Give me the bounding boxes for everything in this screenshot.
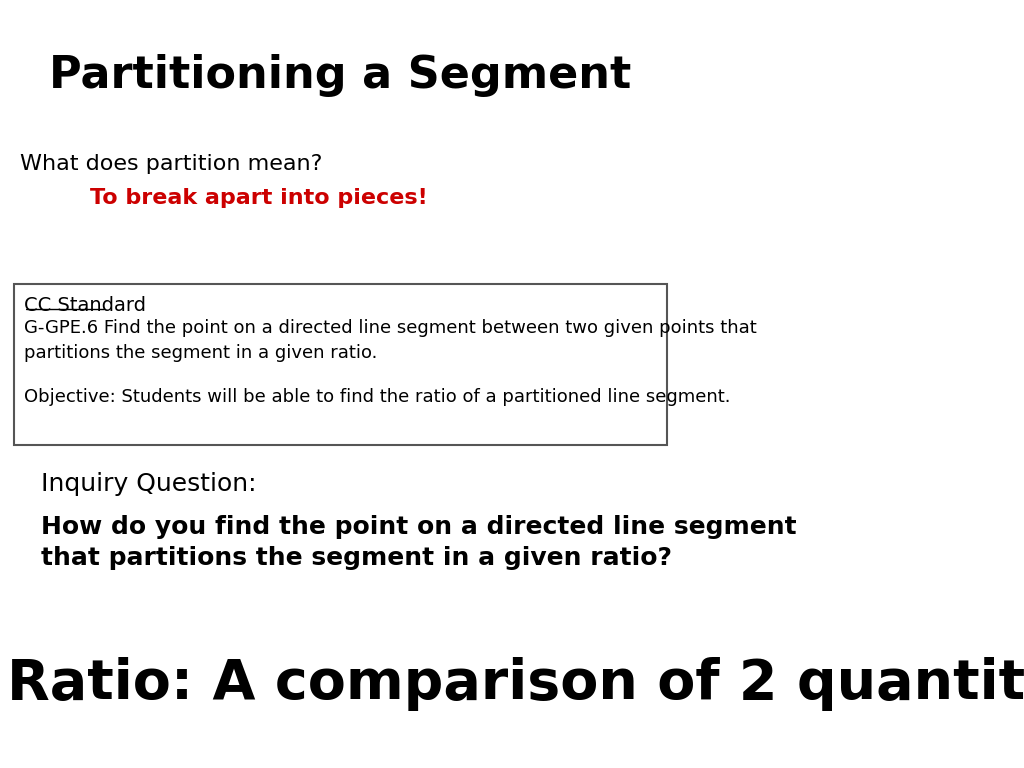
FancyBboxPatch shape <box>13 284 668 445</box>
Text: Inquiry Question:: Inquiry Question: <box>41 472 256 496</box>
Text: Objective: Students will be able to find the ratio of a partitioned line segment: Objective: Students will be able to find… <box>24 388 730 406</box>
Text: Partitioning a Segment: Partitioning a Segment <box>49 54 632 97</box>
Text: CC Standard: CC Standard <box>24 296 145 315</box>
Text: How do you find the point on a directed line segment
that partitions the segment: How do you find the point on a directed … <box>41 515 797 570</box>
Text: Ratio: A comparison of 2 quantities.: Ratio: A comparison of 2 quantities. <box>7 657 1024 710</box>
Text: To break apart into pieces!: To break apart into pieces! <box>90 188 428 208</box>
Text: G-GPE.6 Find the point on a directed line segment between two given points that
: G-GPE.6 Find the point on a directed lin… <box>24 319 757 362</box>
Text: What does partition mean?: What does partition mean? <box>20 154 323 174</box>
